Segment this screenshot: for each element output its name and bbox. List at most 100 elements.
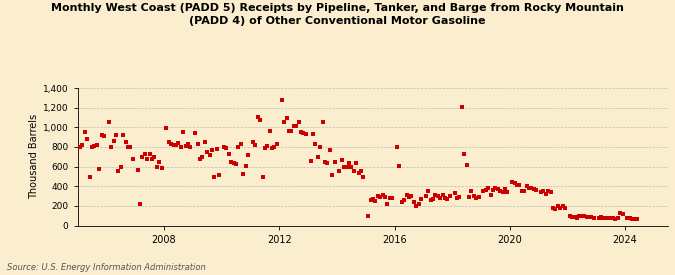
Point <box>226 160 237 164</box>
Point <box>502 190 513 194</box>
Point <box>200 140 211 144</box>
Point <box>589 215 599 220</box>
Point <box>205 153 215 157</box>
Point <box>166 142 177 146</box>
Text: Monthly West Coast (PADD 5) Receipts by Pipeline, Tanker, and Barge from Rocky M: Monthly West Coast (PADD 5) Receipts by … <box>51 3 624 26</box>
Point <box>615 211 626 215</box>
Point <box>468 194 479 198</box>
Point <box>497 190 508 194</box>
Point <box>603 216 614 220</box>
Point <box>243 153 254 157</box>
Point <box>173 141 184 145</box>
Point <box>80 130 90 134</box>
Point <box>552 204 563 208</box>
Point <box>284 129 294 133</box>
Point <box>144 152 155 156</box>
Point <box>439 196 450 200</box>
Point <box>75 145 86 149</box>
Point <box>572 215 583 220</box>
Point <box>151 164 162 169</box>
Point <box>459 152 470 156</box>
Point <box>423 189 433 193</box>
Point <box>197 155 208 159</box>
Point <box>82 137 92 141</box>
Point <box>593 215 604 220</box>
Point <box>341 164 352 169</box>
Point <box>555 206 566 210</box>
Point <box>123 145 134 149</box>
Point <box>444 194 455 198</box>
Point <box>132 167 143 172</box>
Point <box>240 163 251 168</box>
Point <box>392 145 402 149</box>
Point <box>228 160 239 165</box>
Point <box>367 197 378 201</box>
Point <box>183 142 194 146</box>
Point <box>574 214 585 218</box>
Point <box>113 168 124 173</box>
Point <box>408 200 419 204</box>
Point <box>516 189 527 193</box>
Point <box>259 146 270 150</box>
Point <box>495 189 506 193</box>
Point <box>308 132 319 136</box>
Point <box>543 189 554 193</box>
Point <box>578 213 589 218</box>
Point <box>313 155 323 159</box>
Point <box>529 187 539 191</box>
Point <box>137 155 148 159</box>
Point <box>339 164 350 169</box>
Point <box>115 164 126 169</box>
Point <box>632 216 643 221</box>
Point <box>399 198 410 202</box>
Point <box>267 146 277 150</box>
Point <box>608 216 618 220</box>
Point <box>560 206 570 210</box>
Point <box>384 196 395 200</box>
Point <box>128 156 138 161</box>
Point <box>89 144 100 148</box>
Point <box>375 195 385 199</box>
Point <box>106 145 117 149</box>
Point <box>269 145 280 149</box>
Point <box>279 120 290 125</box>
Point <box>252 115 263 120</box>
Point <box>605 215 616 220</box>
Point <box>134 202 145 206</box>
Point <box>425 198 436 202</box>
Point <box>168 143 179 147</box>
Point <box>161 126 172 130</box>
Point <box>286 129 297 133</box>
Point <box>365 198 376 202</box>
Point <box>262 144 273 148</box>
Point <box>401 193 412 197</box>
Point <box>84 175 95 180</box>
Point <box>77 143 88 147</box>
Point <box>334 168 345 173</box>
Point <box>99 134 109 138</box>
Point <box>171 143 182 147</box>
Point <box>202 150 213 154</box>
Point <box>221 146 232 150</box>
Point <box>629 217 640 221</box>
Point <box>483 186 493 190</box>
Point <box>108 139 119 143</box>
Point <box>250 143 261 147</box>
Point <box>514 183 524 188</box>
Point <box>362 213 373 218</box>
Point <box>377 193 388 197</box>
Point <box>617 211 628 216</box>
Point <box>336 158 347 162</box>
Point <box>223 152 234 156</box>
Point <box>254 118 265 123</box>
Point <box>317 120 328 125</box>
Point <box>612 216 623 220</box>
Point <box>271 142 282 146</box>
Point <box>473 195 484 199</box>
Point <box>219 145 230 149</box>
Point <box>356 169 367 174</box>
Point <box>296 130 306 134</box>
Point <box>461 163 472 167</box>
Point <box>456 104 467 109</box>
Point <box>394 163 405 168</box>
